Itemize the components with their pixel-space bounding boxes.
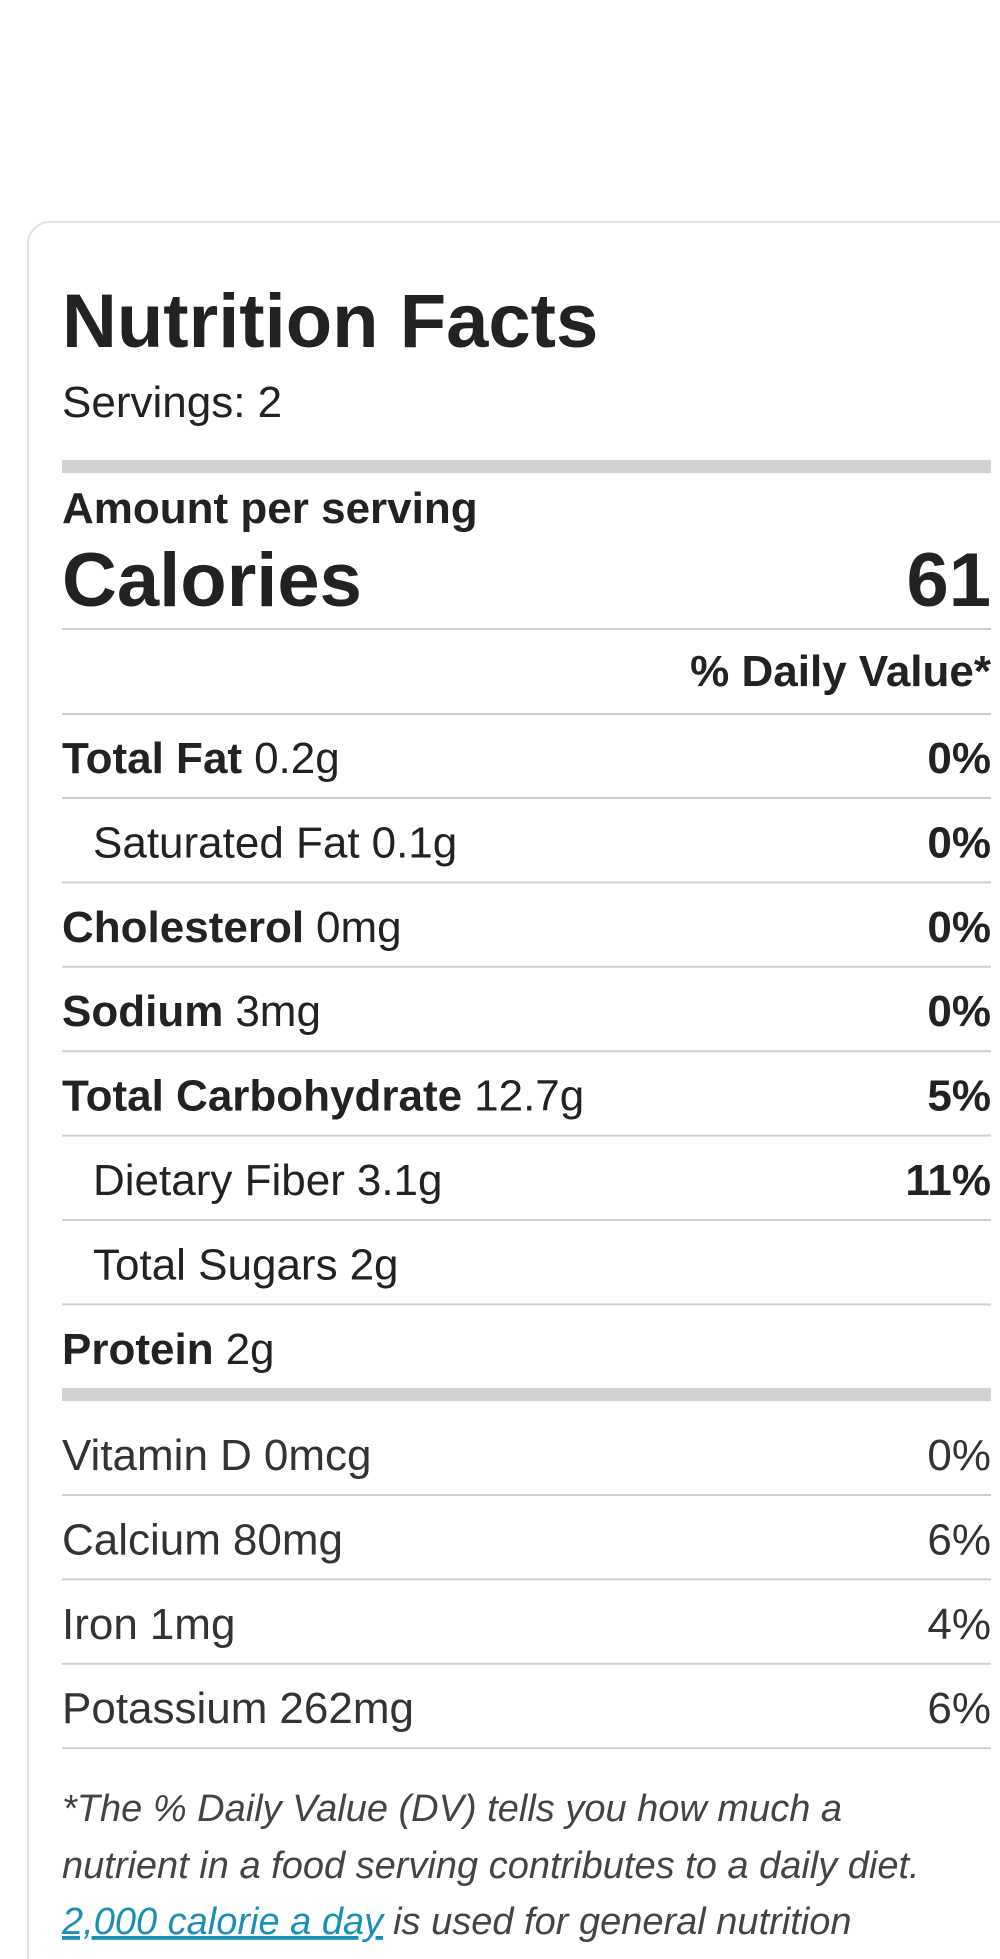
title: Nutrition Facts xyxy=(62,279,598,364)
nutrient-name: Dietary Fiber xyxy=(93,1156,345,1205)
nutrient-rows: Total Fat 0.2g 0% Saturated Fat 0.1g 0% Choles… xyxy=(62,734,991,1374)
vitamin-dv: 4% xyxy=(927,1600,991,1649)
nutrient-name: Sodium xyxy=(62,987,223,1036)
amount-per-serving: Amount per serving xyxy=(62,484,478,533)
nutrient: Cholesterol 0mg xyxy=(62,903,402,952)
nutrient-name: Protein xyxy=(62,1325,214,1374)
nutrient-amount: 0mg xyxy=(316,903,402,952)
vitamin-rows: Vitamin D 0mcg 0% Calcium 80mg 6% Iron 1mg 4% Pot… xyxy=(62,1431,991,1750)
vitamin: Vitamin D 0mcg xyxy=(62,1431,372,1480)
vitamin: Potassium 262mg xyxy=(62,1684,414,1733)
vitamin-amount: 0mcg xyxy=(264,1431,372,1480)
vitamin-amount: 80mg xyxy=(233,1515,343,1564)
nutrient-name: Total Fat xyxy=(62,734,242,783)
vitamin-amount: 1mg xyxy=(150,1600,236,1649)
nutrient-name: Total Carbohydrate xyxy=(62,1072,462,1121)
nutrient-amount: 2g xyxy=(350,1240,399,1289)
nutrient-amount: 3mg xyxy=(235,987,321,1036)
separator xyxy=(62,460,991,473)
vitamin: Iron 1mg xyxy=(62,1600,235,1649)
nutrient-amount: 12.7g xyxy=(474,1072,584,1121)
nutrient-dv: 0% xyxy=(927,987,991,1036)
calories-value: 61 xyxy=(906,538,991,623)
footnote: nutrient in a food serving contributes t… xyxy=(62,1845,920,1887)
vitamin-dv: 6% xyxy=(927,1684,991,1733)
vitamin-dv: 6% xyxy=(927,1515,991,1564)
vitamin-name: Iron xyxy=(62,1600,138,1649)
nutrient: Saturated Fat 0.1g xyxy=(93,818,457,867)
nutrient-amount: 0.1g xyxy=(372,818,458,867)
nutrient: Protein 2g xyxy=(62,1325,275,1374)
vitamin-name: Calcium xyxy=(62,1515,221,1564)
nutrient-amount: 3.1g xyxy=(357,1156,443,1205)
footnote: 2,000 calorie a day is used for general n… xyxy=(61,1901,851,1943)
nutrient: Sodium 3mg xyxy=(62,987,321,1036)
nutrient-name: Total Sugars xyxy=(93,1240,338,1289)
footnote-text: is used for general nutrition xyxy=(393,1901,851,1943)
nutrient: Total Sugars 2g xyxy=(93,1240,399,1289)
vitamin: Calcium 80mg xyxy=(62,1515,343,1564)
calories-label: Calories xyxy=(62,538,362,623)
daily-value-header: % Daily Value* xyxy=(690,647,992,696)
separator xyxy=(62,1388,991,1401)
vitamin-name: Potassium xyxy=(62,1684,267,1733)
nutrient-dv: 0% xyxy=(927,818,991,867)
vitamin-name: Vitamin D xyxy=(62,1431,252,1480)
footnote: *The % Daily Value (DV) tells you how mu… xyxy=(62,1788,842,1830)
nutrient: Dietary Fiber 3.1g xyxy=(93,1156,442,1205)
nutrient-amount: 2g xyxy=(226,1325,275,1374)
nutrient-dv: 0% xyxy=(927,734,991,783)
link[interactable]: 2,000 calorie a day xyxy=(61,1901,385,1943)
nutrient-dv: 0% xyxy=(927,903,991,952)
vitamin-amount: 262mg xyxy=(279,1684,414,1733)
nutrient-dv: 11% xyxy=(905,1156,991,1205)
vitamin-dv: 0% xyxy=(927,1431,991,1480)
nutrient-name: Saturated Fat xyxy=(93,818,360,867)
nutrient-name: Cholesterol xyxy=(62,903,304,952)
nutrient-amount: 0.2g xyxy=(254,734,340,783)
nutrient: Total Carbohydrate 12.7g xyxy=(62,1072,584,1121)
servings: Servings: 2 xyxy=(62,378,282,427)
nutrient-dv: 5% xyxy=(927,1072,991,1121)
card xyxy=(27,221,1000,1959)
nutrient: Total Fat 0.2g xyxy=(62,734,340,783)
